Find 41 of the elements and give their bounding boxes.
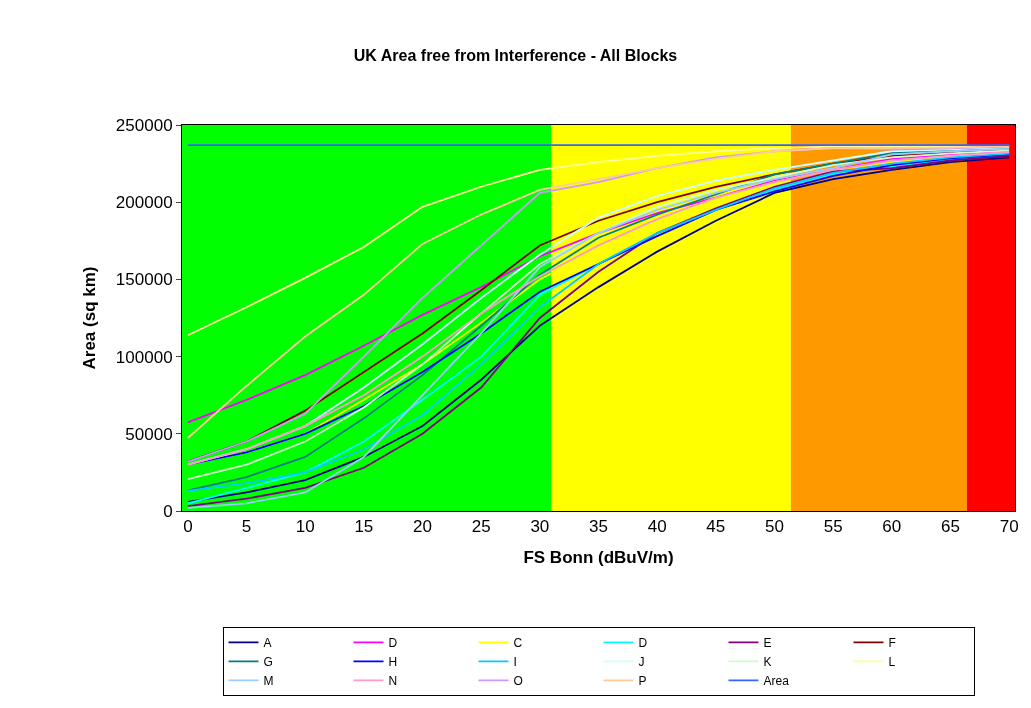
y-axis-title: Area (sq km): [80, 266, 100, 370]
y-tick-label: 250000: [115, 115, 173, 135]
legend-label: F: [888, 635, 896, 650]
x-tick-label: 5: [241, 517, 252, 537]
x-tick-label: 70: [999, 517, 1019, 537]
legend-label: L: [888, 654, 896, 669]
x-tick-label: 0: [183, 517, 193, 537]
legend-label: K: [763, 654, 772, 669]
legend-label: D: [388, 635, 398, 650]
x-tick-label: 35: [589, 517, 608, 537]
legend-label: N: [388, 673, 398, 688]
legend-label: D: [638, 635, 648, 650]
legend-label: P: [638, 673, 647, 688]
legend-label: G: [263, 654, 273, 669]
x-tick-label: 45: [706, 517, 726, 537]
legend-label: O: [513, 673, 523, 688]
legend-label: M: [263, 673, 274, 688]
legend-label: A: [263, 635, 272, 650]
legend-label: I: [513, 654, 517, 669]
y-tick-label: 200000: [115, 193, 173, 213]
chart-title: UK Area free from Interference - All Blocks: [353, 46, 678, 64]
x-tick-label: 65: [941, 517, 960, 537]
x-tick-label: 10: [295, 517, 315, 537]
legend-label: H: [388, 654, 398, 669]
y-tick-label: 150000: [115, 270, 173, 290]
legend-label: E: [763, 635, 772, 650]
legend-label: C: [513, 635, 523, 650]
x-axis-title: FS Bonn (dBuV/m): [523, 547, 674, 567]
x-tick-label: 30: [530, 517, 550, 537]
x-tick-label: 40: [647, 517, 667, 537]
legend-label: J: [638, 654, 645, 669]
x-tick-label: 55: [823, 517, 843, 537]
x-tick-label: 20: [413, 517, 432, 537]
x-tick-label: 25: [471, 517, 491, 537]
legend-label: Area: [763, 673, 790, 688]
y-tick-label: 50000: [125, 424, 173, 444]
y-tick-label: 100000: [115, 347, 173, 367]
y-tick-label: 0: [163, 501, 173, 521]
x-tick-label: 50: [765, 517, 784, 537]
x-tick-label: 15: [354, 517, 374, 537]
x-tick-label: 60: [882, 517, 902, 537]
